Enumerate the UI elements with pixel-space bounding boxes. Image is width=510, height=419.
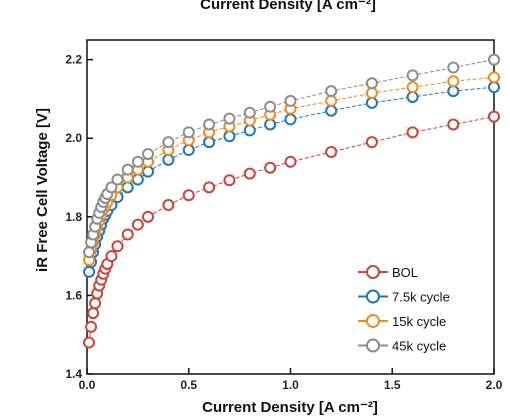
legend-label: 45k cycle [392,339,446,354]
data-point [406,69,419,82]
data-point [87,307,100,320]
data-point [488,71,500,84]
data-point [203,118,216,131]
series-1 [83,110,500,349]
legend-marker [366,338,380,353]
data-point [243,124,256,137]
y-tick-label: 2.0 [65,131,82,145]
y-axis: 1.4 1.6 1.8 2.0 2.2 [65,53,93,381]
x-tick-label: 0.0 [79,378,96,392]
data-point [406,90,419,103]
data-point [325,104,338,117]
x-tick-label: 1.5 [384,378,401,392]
data-point [223,112,236,125]
data-point [111,240,124,253]
data-point [142,165,155,178]
data-point [365,96,378,109]
data-point [131,173,144,186]
data-point [162,199,175,212]
data-point [162,136,175,149]
data-point [365,136,378,149]
legend-label: 7.5k cycle [392,290,450,305]
data-point [121,181,134,194]
data-point [223,174,236,187]
data-series [83,53,500,349]
data-point [121,228,134,241]
data-point [488,81,500,94]
data-point [365,87,378,100]
data-point [365,77,378,90]
data-point [447,118,460,131]
data-point [447,75,460,88]
data-point [105,181,118,194]
data-point [182,189,195,202]
data-point [264,161,277,174]
data-point [182,126,195,139]
data-point [89,297,102,310]
legend: BOL 7.5k cycle 15k cycle 45k cycle [358,265,450,354]
data-point [284,155,297,168]
legend-label: 15k cycle [392,314,446,329]
data-point [325,94,338,107]
data-point [325,145,338,158]
data-point [447,61,460,74]
legend-item: 7.5k cycle [358,289,450,305]
legend-marker [366,314,380,328]
legend-item: 15k cycle [358,314,446,329]
data-point [406,126,419,139]
data-point [162,153,175,166]
data-point [325,85,338,98]
data-point [203,136,216,149]
data-point [264,118,277,131]
data-point [121,163,134,176]
data-point [243,106,256,119]
data-point [131,155,144,168]
data-point [105,250,118,263]
x-tick-label: 1.0 [282,378,299,392]
data-point [182,144,195,157]
data-point [203,181,216,194]
data-point [284,113,297,126]
data-point [142,210,155,223]
data-point [85,320,98,333]
data-point [264,100,277,113]
y-tick-label: 1.8 [65,210,82,224]
x-tick-label: 0.5 [180,378,197,392]
data-point [131,218,144,231]
data-point [488,53,500,66]
x-axis: 0.0 0.5 1.0 1.5 2.0 [79,368,503,392]
y-tick-label: 2.2 [65,53,82,67]
data-point [83,246,96,259]
data-point [223,130,236,143]
legend-label: BOL [392,265,418,280]
data-point [111,173,124,186]
chart-top-title: Current Density [A cm⁻²] [200,0,376,13]
data-point [447,85,460,98]
x-axis-title: Current Density [A cm⁻²] [202,399,378,416]
series-line [88,116,495,343]
data-point [83,265,96,278]
data-point [243,167,256,180]
legend-item: BOL [358,265,418,280]
y-tick-label: 1.6 [65,288,82,302]
data-point [142,147,155,160]
x-tick-label: 2.0 [486,378,503,392]
data-point [488,110,500,123]
legend-item: 45k cycle [358,338,446,354]
series-4 [83,53,500,259]
y-axis-title: iR Free Cell Voltage [V] [34,108,51,272]
legend-marker [366,265,380,279]
y-tick-label: 1.4 [65,367,82,381]
legend-marker [366,289,380,304]
data-point [406,81,419,94]
data-point [83,336,96,349]
data-point [284,94,297,107]
